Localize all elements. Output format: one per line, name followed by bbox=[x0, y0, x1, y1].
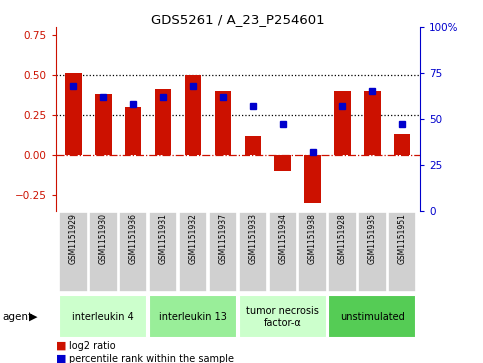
Text: interleukin 4: interleukin 4 bbox=[72, 312, 134, 322]
Text: agent: agent bbox=[2, 312, 32, 322]
FancyBboxPatch shape bbox=[388, 212, 416, 292]
Text: GSM1151929: GSM1151929 bbox=[69, 213, 78, 264]
Text: GSM1151928: GSM1151928 bbox=[338, 213, 347, 264]
FancyBboxPatch shape bbox=[209, 212, 237, 292]
FancyBboxPatch shape bbox=[269, 212, 297, 292]
Text: GSM1151931: GSM1151931 bbox=[158, 213, 168, 264]
Text: GSM1151937: GSM1151937 bbox=[218, 213, 227, 264]
Bar bbox=[304, 155, 321, 203]
Text: GSM1151935: GSM1151935 bbox=[368, 213, 377, 264]
Text: GSM1151930: GSM1151930 bbox=[99, 213, 108, 264]
Text: GSM1151934: GSM1151934 bbox=[278, 213, 287, 264]
Bar bbox=[155, 89, 171, 155]
Text: GSM1151951: GSM1151951 bbox=[398, 213, 407, 264]
FancyBboxPatch shape bbox=[358, 212, 386, 292]
Text: ■: ■ bbox=[56, 354, 66, 363]
Text: interleukin 13: interleukin 13 bbox=[159, 312, 227, 322]
FancyBboxPatch shape bbox=[89, 212, 117, 292]
Bar bbox=[394, 134, 411, 155]
Text: GSM1151933: GSM1151933 bbox=[248, 213, 257, 264]
Text: GSM1151936: GSM1151936 bbox=[129, 213, 138, 264]
Bar bbox=[334, 91, 351, 155]
Text: log2 ratio: log2 ratio bbox=[69, 340, 116, 351]
Text: ■: ■ bbox=[56, 340, 66, 351]
FancyBboxPatch shape bbox=[119, 212, 147, 292]
FancyBboxPatch shape bbox=[179, 212, 207, 292]
Bar bbox=[364, 91, 381, 155]
Bar bbox=[185, 75, 201, 155]
Text: GSM1151932: GSM1151932 bbox=[188, 213, 198, 264]
FancyBboxPatch shape bbox=[239, 295, 327, 338]
FancyBboxPatch shape bbox=[59, 295, 147, 338]
Bar bbox=[95, 94, 112, 155]
Bar bbox=[125, 107, 142, 155]
FancyBboxPatch shape bbox=[59, 212, 88, 292]
FancyBboxPatch shape bbox=[149, 212, 177, 292]
Bar bbox=[65, 73, 82, 155]
Bar bbox=[244, 136, 261, 155]
Bar bbox=[274, 155, 291, 171]
Bar bbox=[215, 91, 231, 155]
Text: unstimulated: unstimulated bbox=[340, 312, 405, 322]
Text: GSM1151938: GSM1151938 bbox=[308, 213, 317, 264]
FancyBboxPatch shape bbox=[149, 295, 237, 338]
FancyBboxPatch shape bbox=[239, 212, 267, 292]
Title: GDS5261 / A_23_P254601: GDS5261 / A_23_P254601 bbox=[151, 13, 325, 26]
Text: ▶: ▶ bbox=[28, 312, 37, 322]
FancyBboxPatch shape bbox=[328, 212, 356, 292]
Text: tumor necrosis
factor-α: tumor necrosis factor-α bbox=[246, 306, 319, 327]
FancyBboxPatch shape bbox=[328, 295, 416, 338]
FancyBboxPatch shape bbox=[298, 212, 327, 292]
Text: percentile rank within the sample: percentile rank within the sample bbox=[69, 354, 234, 363]
